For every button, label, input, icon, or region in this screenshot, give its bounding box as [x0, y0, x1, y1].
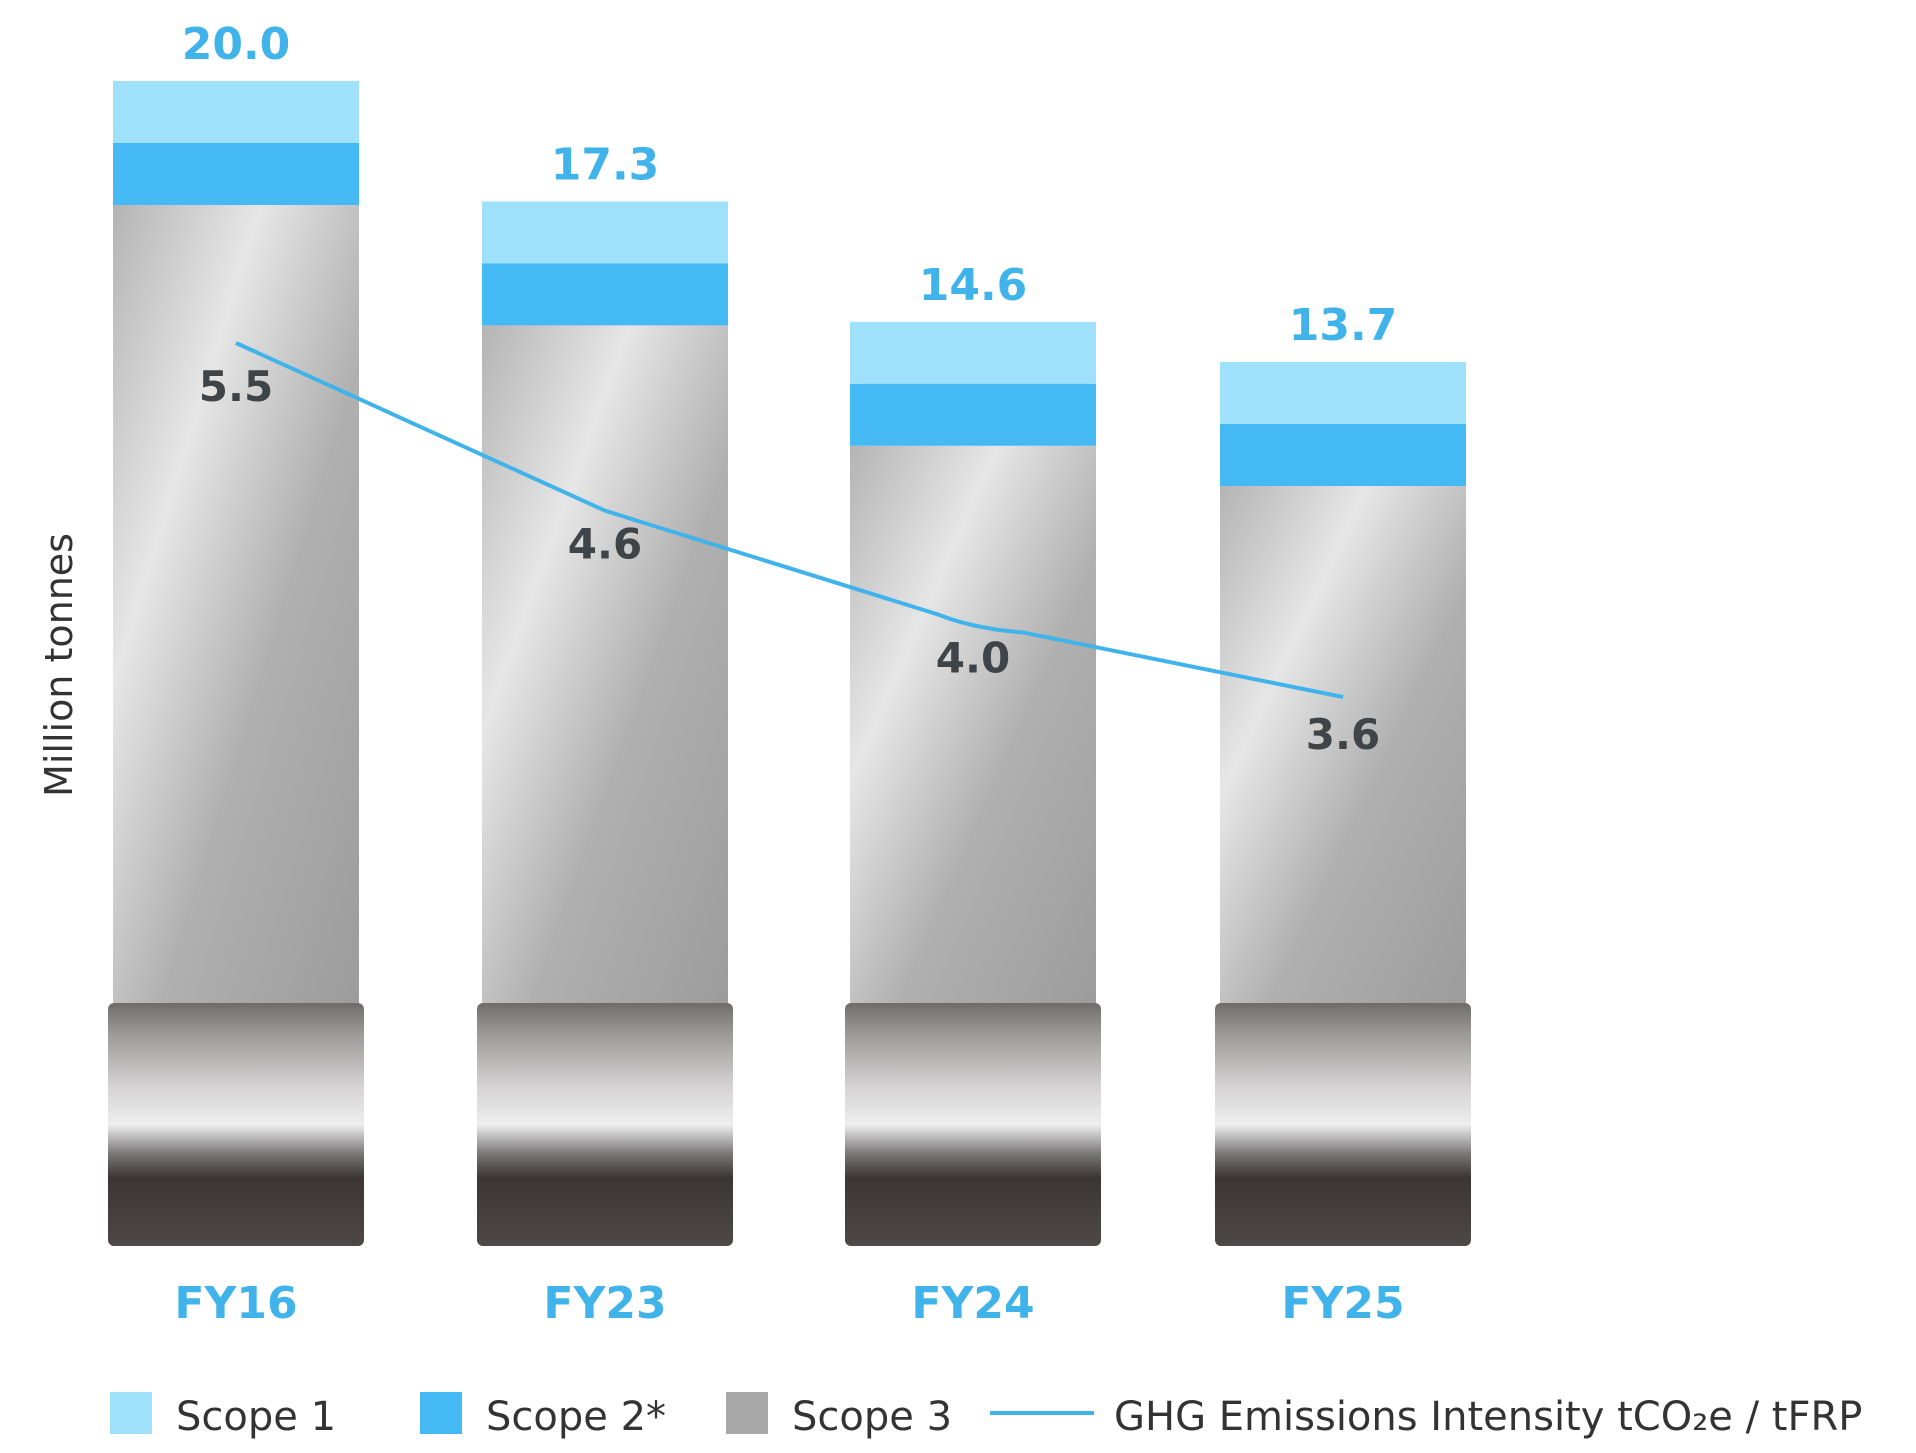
intensity-label-fy23: 4.6	[568, 520, 642, 569]
legend-scope3: Scope 3	[726, 1392, 952, 1440]
intensity-label-fy24: 4.0	[936, 633, 1010, 682]
category-label-fy24: FY24	[911, 1278, 1034, 1329]
legend-scope1-label: Scope 1	[176, 1394, 336, 1440]
legend-scope1-swatch	[110, 1392, 152, 1434]
bar-group-fy24	[845, 321, 1101, 1246]
bar-scope3-fy24	[850, 445, 1096, 1003]
bars-layer	[108, 81, 1471, 1246]
legend-scope2: Scope 2*	[420, 1392, 666, 1440]
category-label-fy16: FY16	[174, 1278, 297, 1329]
intensity-label-fy25: 3.6	[1306, 710, 1380, 759]
legend-scope2-label: Scope 2*	[486, 1394, 666, 1440]
legend-scope3-label: Scope 3	[792, 1394, 952, 1440]
bar-coil-base-fy16	[108, 1003, 364, 1246]
bar-scope1-fy24	[850, 321, 1096, 384]
bar-scope1-fy25	[1220, 362, 1466, 424]
bar-group-fy25	[1215, 362, 1471, 1246]
legend-scope2-swatch	[420, 1392, 462, 1434]
intensity-line-layer	[235, 341, 1344, 699]
total-label-fy23: 17.3	[551, 139, 660, 190]
bar-scope1-fy16	[113, 81, 359, 143]
bar-group-fy23	[477, 201, 733, 1246]
legend-scope1: Scope 1	[110, 1392, 336, 1440]
legend-intensity-label: GHG Emissions Intensity tCO₂e / tFRP	[1114, 1394, 1862, 1440]
total-label-fy25: 13.7	[1289, 300, 1398, 351]
bar-scope3-fy23	[482, 325, 728, 1003]
intensity-line	[235, 341, 1344, 699]
bar-group-fy16	[108, 81, 364, 1246]
bar-scope2-fy25	[1220, 424, 1466, 486]
bar-coil-base-fy24	[845, 1003, 1101, 1246]
category-label-fy23: FY23	[543, 1278, 666, 1329]
legend: Scope 1 Scope 2* Scope 3 GHG Emissions Inte…	[110, 1392, 1862, 1440]
total-label-fy16: 20.0	[182, 19, 291, 70]
intensity-label-fy16: 5.5	[199, 362, 273, 411]
bar-scope1-fy23	[482, 201, 728, 264]
legend-scope3-swatch	[726, 1392, 768, 1434]
bar-scope2-fy16	[113, 143, 359, 205]
labels-layer: 20.0 FY16 17.3 FY23 14.6 FY24 13.7 FY25 5.5 4.6 4.…	[174, 19, 1404, 1329]
bar-coil-base-fy25	[1215, 1003, 1471, 1246]
legend-intensity: GHG Emissions Intensity tCO₂e / tFRP	[990, 1394, 1862, 1440]
bar-scope2-fy24	[850, 383, 1096, 446]
total-label-fy24: 14.6	[919, 260, 1028, 311]
bar-scope3-fy16	[113, 205, 359, 1003]
y-axis-label: Million tonnes	[37, 533, 81, 797]
bar-scope2-fy23	[482, 263, 728, 326]
category-label-fy25: FY25	[1281, 1278, 1404, 1329]
bar-scope3-fy25	[1220, 486, 1466, 1003]
bar-coil-base-fy23	[477, 1003, 733, 1246]
